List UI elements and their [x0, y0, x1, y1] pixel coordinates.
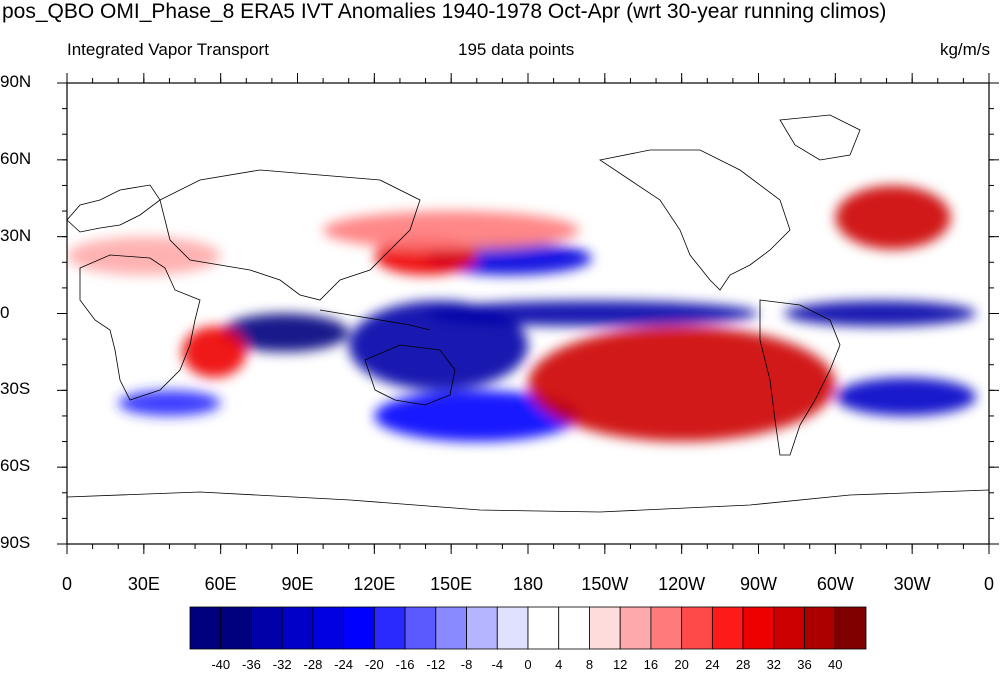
colorbar-label: 16: [643, 657, 659, 672]
colorbar: [189, 606, 867, 650]
y-tick-label: 60N: [0, 148, 32, 168]
colorbar-box: [189, 606, 222, 650]
units-label: kg/m/s: [939, 40, 990, 59]
y-tick-label: 60S: [0, 456, 31, 476]
colorbar-label: -36: [242, 657, 261, 672]
colorbar-box: [466, 606, 498, 650]
x-tick-label: 120E: [353, 574, 396, 594]
x-tick-label: 180: [512, 574, 544, 594]
coast-africa: [79, 254, 201, 401]
colorbar-label: 0: [524, 657, 532, 672]
colorbar-label: -20: [364, 657, 384, 672]
x-tick-label: 0: [61, 574, 73, 594]
colorbar-box: [373, 606, 406, 650]
colorbar-box: [558, 606, 590, 650]
x-tick-label: 0: [983, 574, 995, 594]
colorbar-label: -16: [395, 657, 415, 672]
x-tick-label: 60W: [816, 574, 854, 594]
x-tick-label: 150W: [581, 574, 629, 594]
x-tick-label: 60E: [204, 574, 237, 594]
data-points-label: 195 data points: [458, 40, 575, 59]
colorbar-box: [251, 606, 283, 650]
x-tick-label: 30W: [893, 574, 931, 594]
x-tick-label: 120W: [658, 574, 706, 594]
coast-south-america: [759, 299, 841, 456]
anomaly-negative-region-5: [374, 390, 580, 442]
anomaly-positive-region-13: [67, 236, 221, 276]
colorbar-box: [281, 606, 314, 650]
colorbar-label: 20: [674, 657, 689, 672]
y-tick-label: 0: [0, 302, 10, 322]
x-tick-label: 30E: [127, 574, 160, 594]
map-title: pos_QBO OMI_Phase_8 ERA5 IVT Anomalies 1…: [2, 0, 887, 23]
colorbar-box: [312, 606, 345, 650]
colorbar-box: [619, 606, 652, 650]
coast-australia: [364, 344, 456, 406]
anomaly-negative-region-7: [118, 390, 221, 416]
colorbar-box: [650, 606, 683, 650]
colorbar-label: 24: [705, 657, 720, 672]
colorbar-label: 36: [797, 657, 812, 672]
coast-north-america: [598, 149, 791, 291]
colorbar-box: [589, 606, 621, 650]
colorbar-label: -28: [303, 657, 323, 672]
coastlines: [67, 114, 989, 513]
axis-ticks: [57, 73, 999, 554]
colorbar-label: -12: [426, 657, 446, 672]
y-tick-label: 30N: [0, 225, 32, 245]
colorbar-box: [711, 606, 744, 650]
y-tick-label: 30S: [0, 379, 31, 399]
colorbar-box: [742, 606, 775, 650]
colorbar-label: -40: [211, 657, 231, 672]
colorbar-box: [496, 606, 529, 650]
colorbar-label: 32: [766, 657, 782, 672]
colorbar-label: 8: [585, 657, 594, 672]
x-tick-label: 150E: [430, 574, 473, 594]
colorbar-box: [527, 606, 560, 650]
colorbar-label: -8: [460, 657, 473, 672]
anomaly-positive-region-10: [182, 326, 247, 378]
colorbar-label: -4: [491, 657, 504, 672]
anomaly-positive-region-9: [835, 185, 951, 250]
colorbar-label: 28: [735, 657, 751, 672]
colorbar-label: 40: [828, 657, 843, 672]
anomaly-positive-region-8: [528, 326, 836, 442]
coast-indonesia: [319, 309, 431, 331]
coast-greenland: [779, 114, 861, 161]
anomaly-negative-region-4: [835, 377, 977, 416]
colorbar-label: -32: [272, 657, 292, 672]
y-tick-label: 90N: [0, 72, 32, 91]
anomaly-negative-region-3: [784, 300, 977, 327]
y-tick-label: 90S: [0, 533, 31, 552]
colorbar-box: [343, 606, 375, 650]
colorbar-box: [220, 606, 252, 650]
colorbar-box: [404, 606, 437, 650]
colorbar-box: [804, 606, 836, 650]
anomaly-field: [67, 185, 977, 442]
variable-label: Integrated Vapor Transport: [67, 40, 269, 59]
colorbar-box: [834, 606, 867, 650]
x-tick-label: 90W: [739, 574, 778, 594]
colorbar-box: [773, 606, 805, 650]
colorbar-label: 12: [612, 657, 628, 672]
anomaly-positive-region-12: [323, 211, 580, 250]
colorbar-label: -24: [334, 657, 354, 672]
x-tick-label: 90E: [281, 574, 314, 594]
anomaly-negative-region-2: [425, 300, 759, 327]
colorbar-box: [681, 606, 713, 650]
coast-asia: [159, 169, 421, 301]
colorbar-box: [435, 606, 467, 650]
coast-antarctica: [67, 489, 989, 513]
colorbar-label: 4: [555, 657, 563, 672]
anomaly-negative-region-1: [220, 313, 349, 352]
